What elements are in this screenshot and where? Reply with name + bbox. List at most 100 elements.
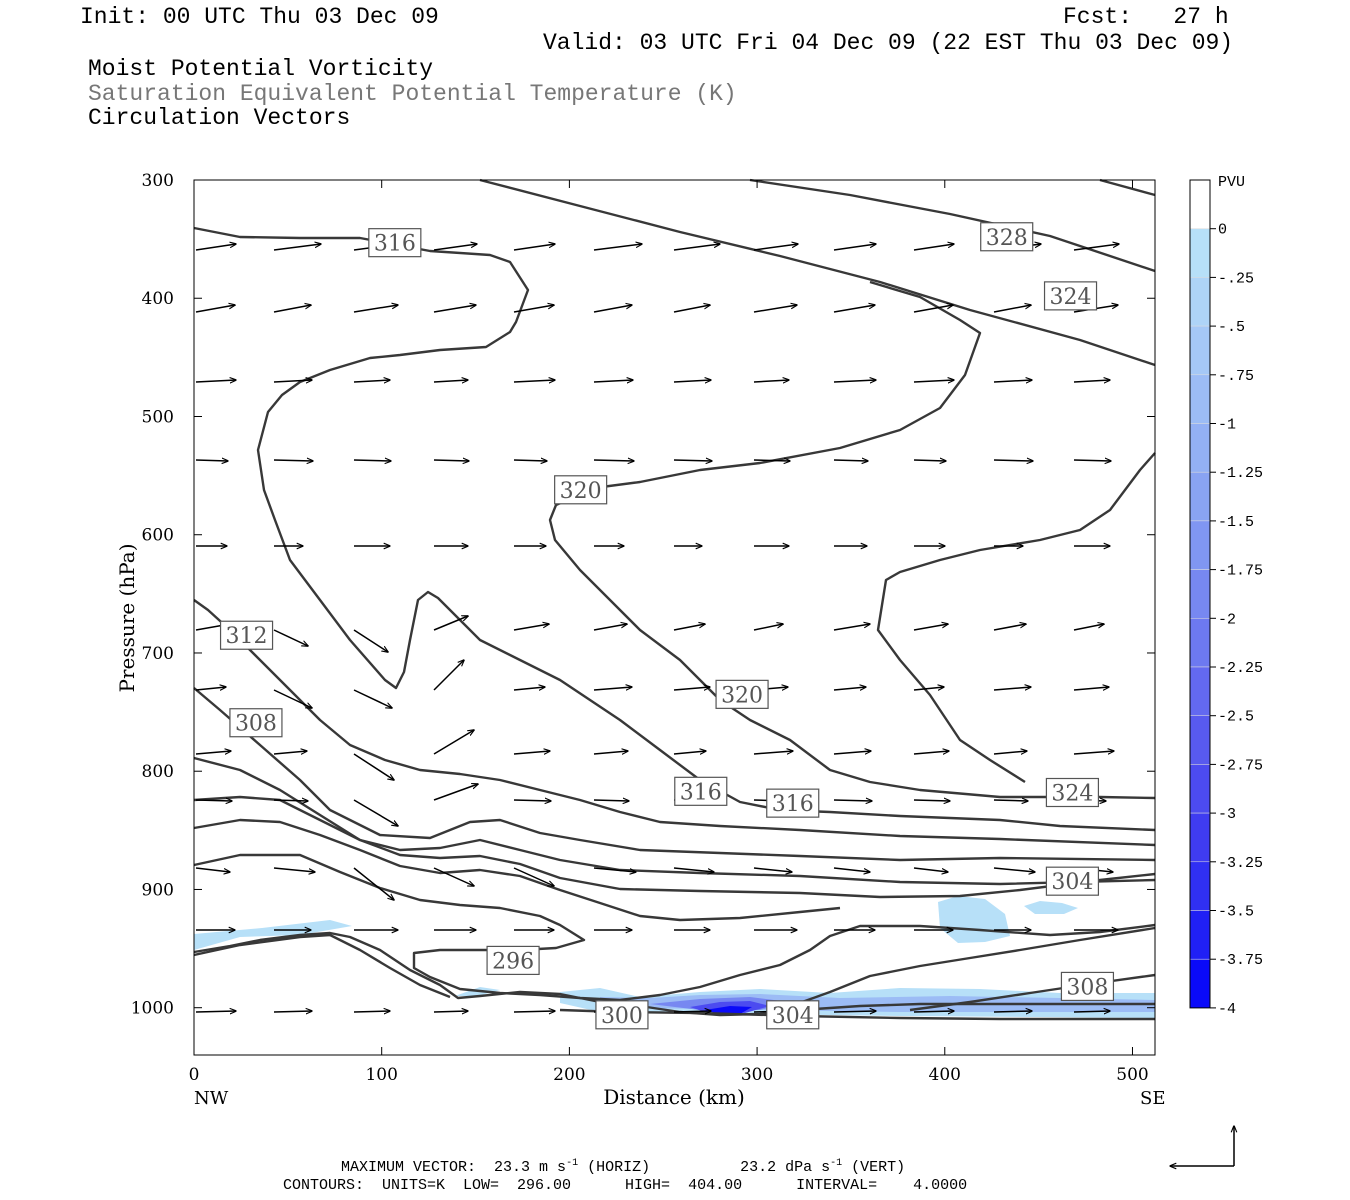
vector-arrow [833, 687, 866, 690]
vector-arrow [513, 624, 549, 631]
colorbar-label: -2.5 [1218, 709, 1254, 726]
colorbar-title: PVU [1218, 174, 1245, 191]
thetae-contour-line [193, 226, 1156, 832]
vector-arrow [913, 380, 954, 382]
valid-time: Valid: 03 UTC Fri 04 Dec 09 (22 EST Thu … [543, 30, 1234, 56]
thetae-contour-line [1099, 178, 1156, 197]
x-axis-label: Distance (km) [603, 1085, 745, 1109]
contour-label-box [1043, 281, 1098, 311]
colorbar-label: -2.75 [1218, 757, 1263, 774]
colorbar-label: -4 [1218, 1001, 1236, 1018]
contour-label-box [368, 228, 422, 258]
x-tick-label: 100 [365, 1065, 397, 1085]
x-tick-label: 200 [553, 1065, 585, 1085]
vector-arrow [913, 867, 948, 872]
colorbar-swatch [1189, 764, 1211, 814]
contour-label-text: 312 [226, 624, 268, 649]
contour-label: 304 [1045, 866, 1100, 896]
vector-arrow [753, 751, 793, 754]
vector-arrow [913, 687, 944, 690]
vector-arrow [593, 244, 642, 251]
colorbar-label: -1.25 [1218, 465, 1263, 482]
contour-labels: 316 328 324 320 312 320 308 316 316 324 304 296 308 3… [219, 222, 1115, 1030]
y-tick-label: 600 [142, 526, 174, 546]
reference-vector-icon [1170, 1126, 1234, 1166]
contour-label: 320 [715, 679, 769, 709]
contour-label: 312 [219, 620, 274, 650]
vector-arrow [833, 380, 876, 382]
contour-label: 328 [980, 222, 1034, 252]
vector-arrow [353, 1011, 390, 1012]
colorbar-label: -2 [1218, 611, 1236, 628]
contour-label: 300 [595, 1000, 649, 1030]
vector-arrow [433, 244, 477, 251]
contour-label-box [715, 679, 769, 709]
vector-arrow [593, 751, 628, 754]
contour-label-box [229, 708, 283, 738]
y-tick-label: 1000 [131, 999, 174, 1019]
vector-arrow [753, 460, 790, 461]
colorbar-swatch [1189, 179, 1211, 229]
vector-arrow [753, 380, 789, 382]
colorbar-swatch [1189, 569, 1211, 619]
mpv-shaded-region [1024, 901, 1078, 914]
colorbar-label: -.25 [1218, 270, 1254, 287]
vector-arrow [753, 624, 783, 631]
contour-label-box [674, 776, 728, 806]
colorbar-label: -2.25 [1218, 660, 1263, 677]
vector-arrow [433, 460, 469, 461]
forecast-hour: Fcst: 27 h [1063, 4, 1229, 30]
vector-arrow [353, 305, 398, 313]
vector-arrow [833, 305, 875, 313]
vector-arrow [195, 867, 230, 872]
vector-arrow [273, 1011, 312, 1012]
y-tick-label: 800 [142, 762, 174, 782]
colorbar-frame [1189, 179, 1211, 1009]
x-tick-label: 400 [929, 1065, 961, 1085]
thetae-contour-line [193, 853, 1156, 1002]
contour-label: 324 [1045, 777, 1100, 808]
x-tick-label: 300 [741, 1065, 773, 1085]
vector-arrow [593, 624, 627, 631]
init-time: Init: 00 UTC Thu 03 Dec 09 [80, 4, 439, 30]
vector-arrow [353, 753, 394, 780]
vector-arrow [195, 460, 228, 461]
vector-arrow [1073, 1011, 1110, 1012]
vector-arrow [513, 687, 545, 690]
vector-arrow [833, 800, 872, 801]
contour-label-box [1045, 777, 1100, 808]
vector-arrow [273, 689, 312, 708]
colorbar-label: -3.75 [1218, 952, 1263, 969]
vector-arrow [913, 751, 949, 754]
contour-label-text: 308 [1066, 975, 1108, 1000]
vector-arrow [593, 380, 633, 382]
max-horiz-value: 23.3 m s [494, 1159, 567, 1176]
vector-arrow [353, 629, 388, 652]
thetae-contour-line [193, 818, 841, 922]
vector-arrow [1073, 380, 1110, 382]
thetae-contour-line [593, 280, 982, 490]
vector-arrow [433, 730, 474, 755]
contour-label-box [554, 475, 608, 505]
thetae-contour-line [193, 756, 1156, 886]
vector-arrow [513, 751, 550, 754]
contour-label-box [980, 222, 1034, 252]
vector-arrow [433, 380, 468, 382]
y-tick-label: 300 [142, 171, 174, 191]
vector-arrow [993, 751, 1027, 754]
colorbar-swatch [1189, 715, 1211, 765]
vector-arrow [993, 800, 1028, 801]
contour-label-text: 316 [374, 232, 416, 257]
contour-label-box [595, 1000, 649, 1030]
field-title-mpv: Moist Potential Vorticity [88, 56, 434, 82]
vector-arrow [993, 380, 1032, 382]
colorbar-label: -.75 [1218, 368, 1254, 385]
thetae-contour-line [479, 178, 1156, 367]
vector-arrow [513, 800, 551, 801]
contour-label-text: 328 [986, 226, 1028, 251]
contour-label: 316 [766, 788, 820, 818]
vector-arrow [195, 687, 226, 690]
vector-arrow [433, 784, 478, 801]
vector-arrow [1073, 460, 1111, 461]
field-title-thetae: Saturation Equivalent Potential Temperat… [88, 81, 737, 107]
